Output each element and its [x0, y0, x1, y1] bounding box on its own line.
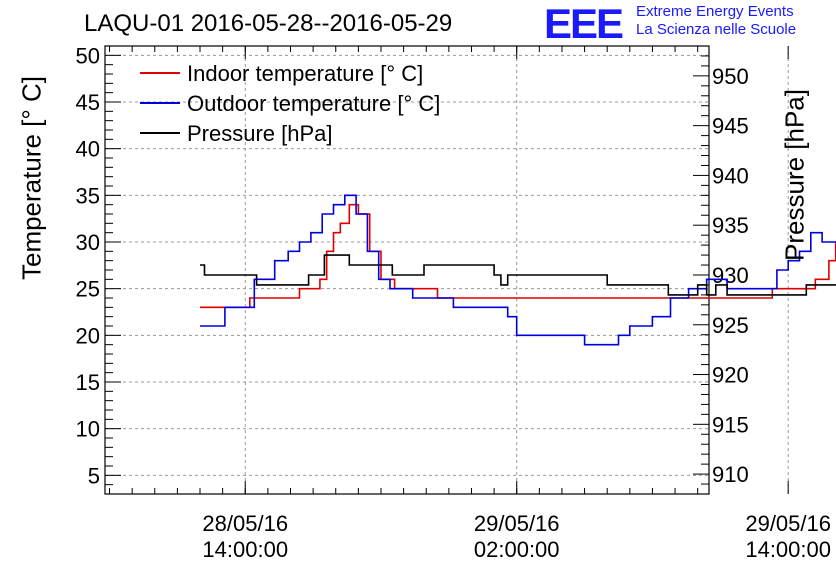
chart-title: LAQU-01 2016-05-28--2016-05-29: [84, 10, 453, 37]
x-tick-label-date: 29/05/16: [745, 511, 831, 536]
series-lines: [200, 194, 836, 346]
legend-label-indoor: Indoor temperature [° C]: [187, 61, 423, 86]
x-tick-label-date: 29/05/16: [474, 511, 560, 536]
outdoor-temperature-line: [200, 194, 836, 346]
x-tick-label-date: 28/05/16: [202, 511, 288, 536]
eee-logo: EEE: [544, 0, 624, 47]
logo-caption-line2: La Scienza nelle Scuole: [636, 21, 797, 38]
y-tick-label: 25: [76, 277, 100, 302]
legend: Indoor temperature [° C] Outdoor tempera…: [140, 61, 440, 146]
y2-tick-label: 910: [712, 462, 749, 487]
y2-tick-label: 945: [712, 114, 749, 139]
y2-tick-label: 930: [712, 263, 749, 288]
y-tick-label: 40: [76, 137, 100, 162]
y2-tick-label: 925: [712, 313, 749, 338]
y-tick-label: 5: [88, 463, 100, 488]
legend-label-pressure: Pressure [hPa]: [187, 121, 333, 146]
legend-label-outdoor: Outdoor temperature [° C]: [187, 91, 440, 116]
y-axis-label-right: Pressure [hPa]: [779, 89, 810, 261]
y2-tick-label: 915: [712, 412, 749, 437]
y2-tick-label: 920: [712, 363, 749, 388]
x-tick-label-time: 14:00:00: [202, 537, 288, 562]
y-tick-label: 35: [76, 183, 100, 208]
y2-tick-label: 940: [712, 163, 749, 188]
y-tick-label: 30: [76, 230, 100, 255]
logo-caption: Extreme Energy Events La Scienza nelle S…: [636, 3, 796, 39]
y-tick-label: 10: [76, 417, 100, 442]
y-tick-label: 45: [76, 90, 100, 115]
x-tick-label-time: 02:00:00: [474, 537, 560, 562]
y2-tick-label: 935: [712, 213, 749, 238]
logo-caption-line1: Extreme Energy Events: [636, 3, 794, 20]
y-axis-label-left: Temperature [° C]: [16, 75, 47, 281]
y-tick-label: 50: [76, 43, 100, 68]
y-tick-label: 15: [76, 370, 100, 395]
axis-ticks: 28/05/1614:00:0029/05/1602:00:0029/05/16…: [76, 43, 831, 562]
pressure-line: [200, 254, 836, 296]
y-tick-label: 20: [76, 323, 100, 348]
y2-tick-label: 950: [712, 64, 749, 89]
x-tick-label-time: 14:00:00: [745, 537, 831, 562]
